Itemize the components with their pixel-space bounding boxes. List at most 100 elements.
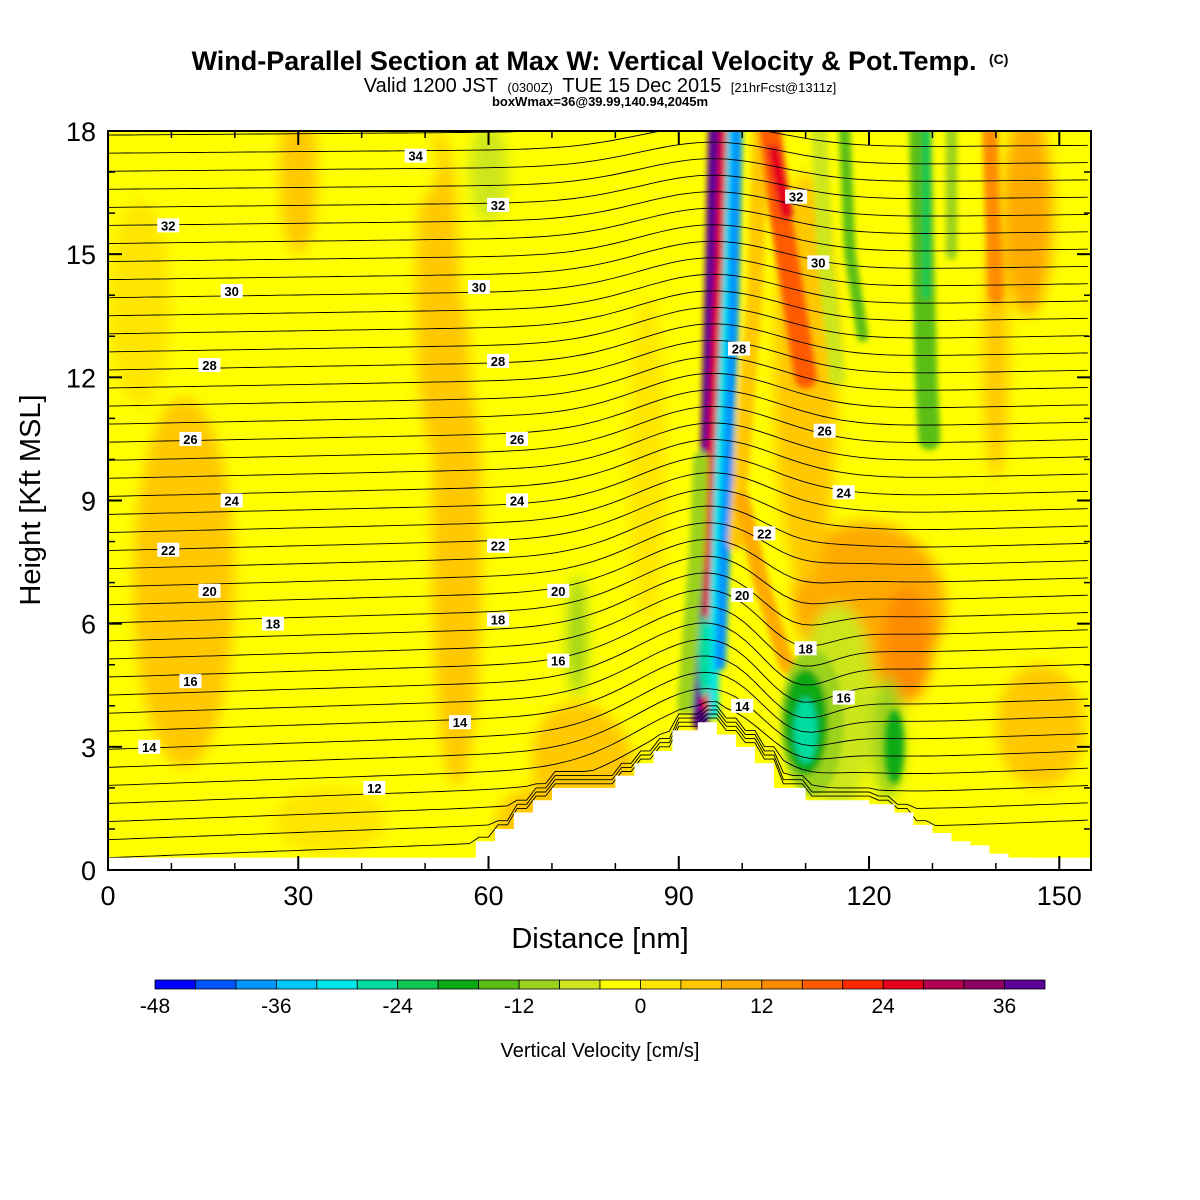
svg-text:32: 32: [491, 198, 505, 213]
theta-contour: [108, 339, 1088, 389]
theta-contour: [108, 257, 1088, 299]
svg-text:24: 24: [510, 494, 525, 509]
colorbar-tick-label: -24: [383, 995, 414, 1018]
colorbar-cell: [801, 979, 844, 990]
x-tick-label: 30: [283, 881, 313, 911]
terrain: [108, 722, 1091, 870]
theta-contour: [108, 488, 1088, 552]
theta-label: 30: [220, 284, 243, 299]
theta-contour: [108, 717, 1088, 859]
velocity-shade: [108, 200, 172, 407]
potential-temperature-labels: 34 32 32 32 30 30 30 28 28 28 26 26 26 24 24 24 22 22 22 20…: [138, 148, 855, 796]
colorbar-cell: [882, 979, 925, 990]
terrain-mountain: [475, 722, 1034, 870]
colorbar-cell: [963, 979, 1005, 990]
svg-text:16: 16: [551, 654, 565, 669]
chart-box-max-info: boxWmax=36@39.99,140.94,2045m: [492, 94, 708, 109]
velocity-shade: [838, 131, 869, 342]
svg-text:14: 14: [453, 715, 468, 730]
theta-contour: [108, 505, 1088, 570]
svg-text:16: 16: [836, 691, 850, 706]
svg-text:22: 22: [161, 543, 175, 558]
svg-text:28: 28: [732, 342, 746, 357]
theta-contour: [108, 688, 1088, 768]
svg-text:14: 14: [735, 699, 750, 714]
theta-label: 34: [404, 148, 427, 164]
theta-label: 32: [487, 197, 510, 213]
velocity-shade: [995, 479, 1034, 604]
svg-text:20: 20: [551, 584, 565, 599]
theta-label: 24: [220, 493, 243, 509]
theta-label: 22: [487, 538, 510, 554]
theta-contour: [108, 405, 1088, 461]
theta-contour: [108, 191, 1088, 226]
theta-contour: [108, 141, 1088, 172]
theta-contour: [108, 174, 1088, 208]
svg-text:20: 20: [735, 588, 749, 603]
colorbar-cell: [478, 979, 520, 990]
colorbar-cell: [397, 979, 439, 990]
svg-text:12: 12: [367, 781, 381, 796]
svg-text:18: 18: [266, 617, 280, 632]
theta-contour: [108, 389, 1088, 443]
y-tick-label: 3: [81, 733, 96, 763]
svg-text:30: 30: [472, 280, 486, 295]
svg-text:28: 28: [491, 354, 505, 369]
colorbar-cell: [720, 979, 763, 990]
theta-label: 20: [547, 583, 570, 599]
svg-text:18: 18: [491, 613, 505, 628]
theta-contour: [108, 713, 1088, 841]
svg-text:18: 18: [798, 641, 812, 656]
theta-label: 14: [731, 698, 754, 714]
theta-contour: [108, 240, 1088, 281]
colorbar-cell: [599, 979, 641, 990]
svg-text:22: 22: [757, 526, 771, 541]
colorbar-cell: [235, 979, 277, 990]
theta-contour: [108, 709, 1088, 823]
vertical-velocity-field: [108, 131, 1085, 870]
colorbar-tick-label: 24: [872, 995, 896, 1018]
theta-contour: [108, 639, 1088, 714]
theta-contour: [108, 705, 1088, 804]
colorbar-tick-label: 36: [993, 995, 1016, 1018]
x-tick-label: 60: [473, 881, 503, 911]
theta-contour: [108, 439, 1088, 497]
theta-contour: [108, 207, 1088, 244]
theta-label: 32: [785, 189, 808, 205]
colorbar-cell: [195, 979, 237, 990]
colorbar-cell: [316, 979, 358, 990]
theta-label: 28: [198, 358, 221, 373]
x-tick-label: 150: [1037, 881, 1082, 911]
x-tick-label: 90: [664, 881, 694, 911]
velocity-shade: [697, 615, 711, 698]
theta-label: 26: [179, 431, 202, 447]
velocity-shade: [301, 603, 321, 768]
theta-contour: [108, 455, 1088, 515]
theta-label: 30: [807, 255, 830, 270]
velocity-shade: [133, 397, 235, 768]
y-axis-label: Height [Kft MSL]: [15, 394, 47, 605]
velocity-shade: [444, 783, 483, 850]
y-tick-label: 15: [66, 240, 96, 270]
theta-label: 24: [506, 493, 529, 509]
theta-label: 18: [487, 612, 510, 628]
theta-label: 28: [728, 341, 751, 357]
velocity-shade: [349, 131, 438, 214]
colorbar-tick-label: -36: [261, 995, 291, 1018]
colorbar-tick-label: 12: [750, 995, 773, 1018]
colorbar-tick-label: 0: [635, 995, 647, 1018]
svg-text:26: 26: [183, 432, 197, 447]
terrain-base: [108, 857, 1091, 870]
velocity-shade: [708, 131, 738, 720]
svg-text:26: 26: [817, 424, 831, 439]
potential-temperature-contours: [108, 131, 1088, 859]
colorbar-cell: [559, 979, 601, 990]
velocity-shade: [714, 131, 743, 671]
velocity-shade: [677, 451, 709, 714]
theta-contour: [108, 605, 1088, 678]
svg-text:16: 16: [183, 674, 197, 689]
theta-label: 12: [363, 780, 386, 796]
theta-label: 26: [813, 423, 836, 439]
colorbar-cell: [154, 979, 196, 990]
